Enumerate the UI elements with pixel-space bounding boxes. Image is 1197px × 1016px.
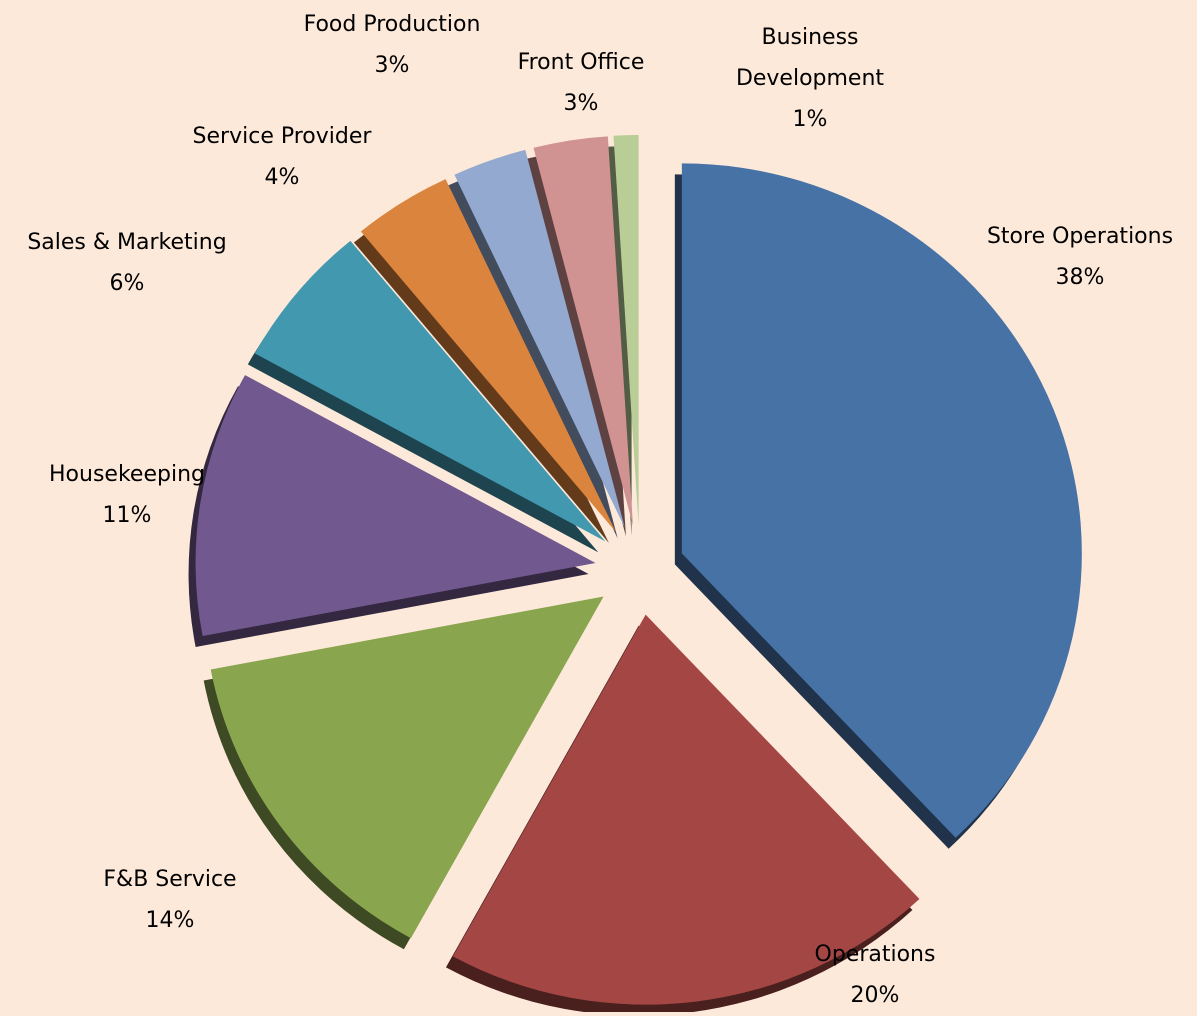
value-label: 20% bbox=[850, 983, 900, 1008]
value-label: 11% bbox=[102, 503, 152, 528]
value-label: 3% bbox=[374, 53, 410, 78]
category-name: Operations bbox=[814, 942, 936, 967]
slice bbox=[613, 135, 639, 526]
slice-label: Operations 20% bbox=[725, 934, 1025, 1016]
category-name: Front Office bbox=[517, 50, 645, 75]
category-name: Service Provider bbox=[192, 124, 372, 149]
slice bbox=[254, 240, 606, 542]
slice bbox=[452, 614, 920, 1005]
category-name: F&B Service bbox=[103, 867, 237, 892]
slice-label: Business Development 1% bbox=[725, 17, 895, 140]
slice-label: Sales & Marketing 6% bbox=[0, 222, 277, 304]
slice bbox=[210, 596, 604, 939]
slice-label: Housekeeping 11% bbox=[0, 454, 277, 536]
value-label: 38% bbox=[1055, 265, 1105, 290]
value-label: 4% bbox=[264, 165, 300, 190]
category-name: Store Operations bbox=[986, 224, 1174, 249]
category-name: Business Development bbox=[735, 25, 885, 91]
slice-label: F&B Service 14% bbox=[20, 859, 320, 941]
slice bbox=[681, 163, 1082, 838]
slice-label: Food Production 3% bbox=[242, 4, 542, 86]
slice-label: Service Provider 4% bbox=[132, 116, 432, 198]
slice bbox=[360, 179, 616, 533]
slice-side bbox=[447, 160, 618, 539]
slice-label: Store Operations 38% bbox=[930, 216, 1197, 298]
category-name: Housekeeping bbox=[49, 462, 205, 487]
slice-label: Front Office 3% bbox=[431, 42, 731, 124]
slice bbox=[454, 149, 625, 528]
value-label: 14% bbox=[145, 908, 195, 933]
category-name: Sales & Marketing bbox=[27, 230, 227, 255]
value-label: 6% bbox=[109, 271, 145, 296]
slice bbox=[195, 375, 596, 637]
value-label: 3% bbox=[563, 91, 599, 116]
value-label: 1% bbox=[792, 107, 828, 132]
category-name: Food Production bbox=[303, 12, 481, 37]
slice bbox=[533, 136, 633, 526]
